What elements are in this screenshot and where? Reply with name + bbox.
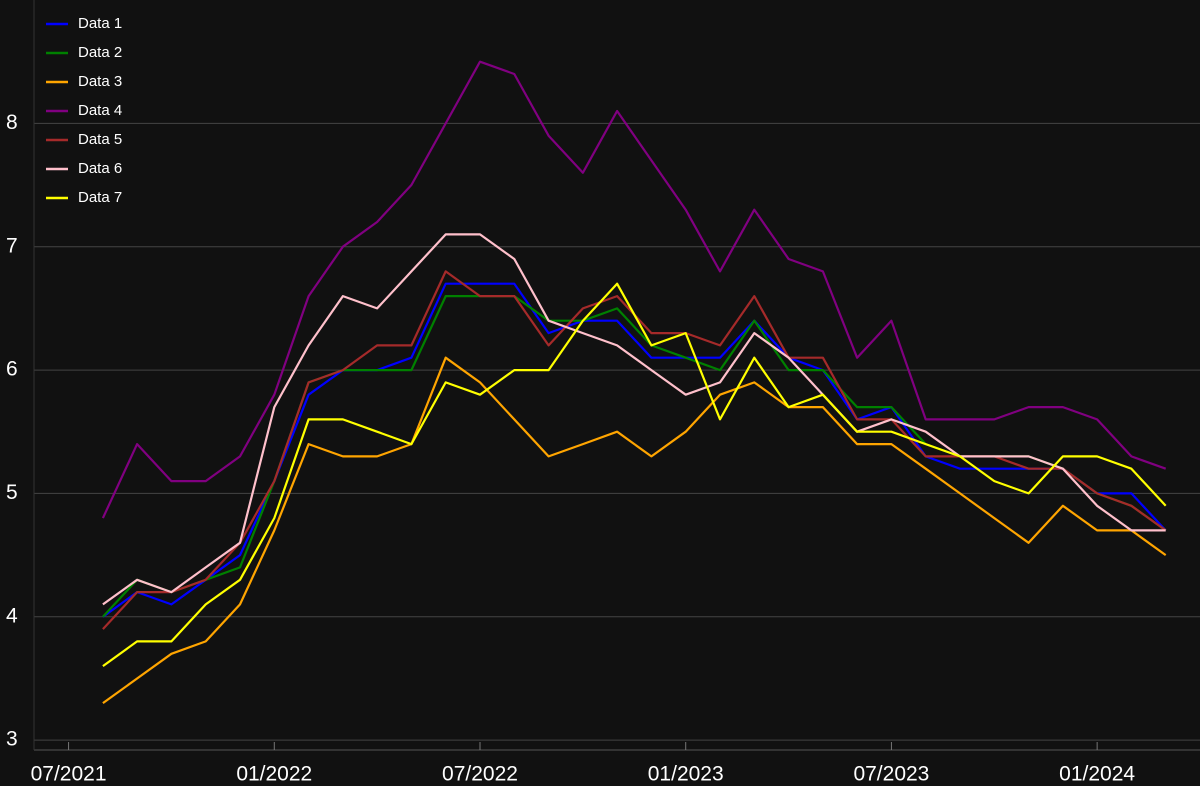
y-tick-label: 5 xyxy=(6,481,18,504)
x-tick-label: 01/2022 xyxy=(236,763,312,786)
legend-label: Data 2 xyxy=(78,44,122,61)
y-tick-label: 7 xyxy=(6,234,18,257)
x-tick-label: 01/2023 xyxy=(648,763,724,786)
legend-label: Data 5 xyxy=(78,131,122,148)
series-line xyxy=(102,233,1166,606)
series-line xyxy=(102,356,1167,704)
x-tick-label: 07/2022 xyxy=(442,763,518,786)
x-tick-label: 01/2024 xyxy=(1059,763,1135,786)
y-tick-label: 6 xyxy=(6,358,18,381)
y-tick-label: 3 xyxy=(6,728,18,751)
y-tick-label: 4 xyxy=(6,604,18,627)
series-line xyxy=(101,60,1167,519)
x-tick-label: 07/2021 xyxy=(31,763,107,786)
legend-label: Data 3 xyxy=(78,73,122,90)
legend-label: Data 7 xyxy=(78,189,122,206)
x-tick-label: 07/2023 xyxy=(853,763,929,786)
y-tick-label: 8 xyxy=(6,111,18,134)
series-line xyxy=(102,282,1167,667)
legend-label: Data 6 xyxy=(78,160,122,177)
legend-label: Data 4 xyxy=(78,102,122,119)
legend-label: Data 1 xyxy=(78,15,122,32)
